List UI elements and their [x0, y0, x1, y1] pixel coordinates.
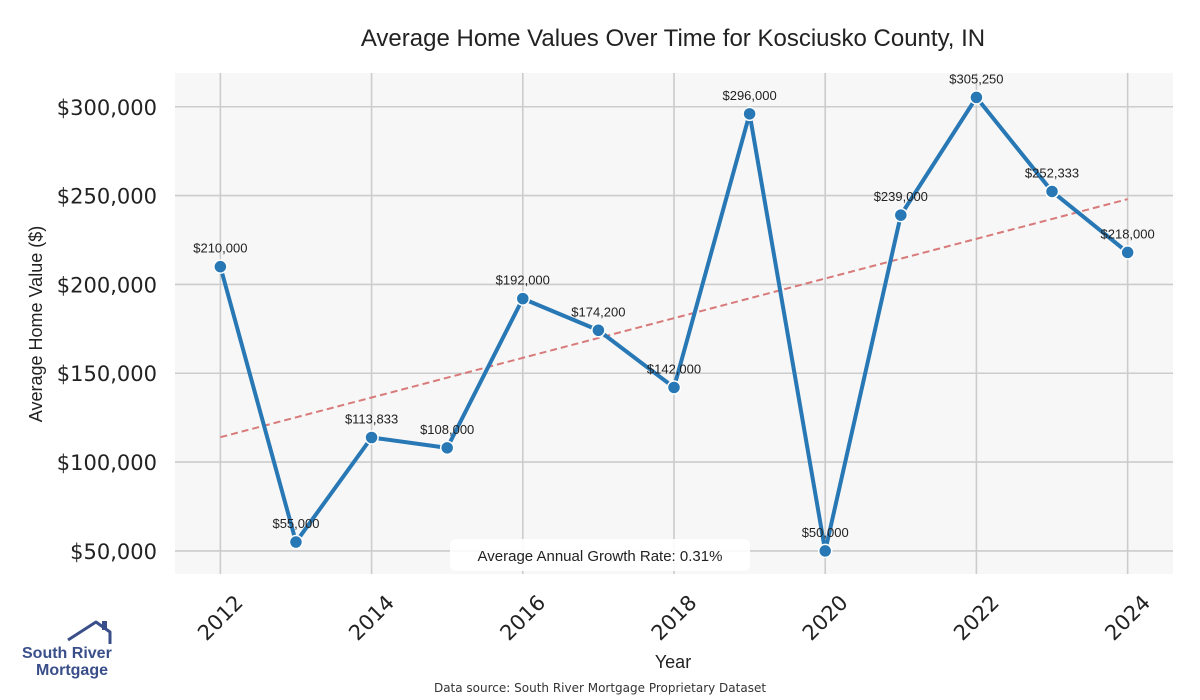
- gridlines: [175, 73, 1173, 574]
- data-point: [288, 534, 304, 550]
- data-point: [969, 90, 984, 105]
- data-label: $142,000: [647, 361, 701, 376]
- logo-line-2: Mortgage: [36, 662, 108, 679]
- data-label: $113,833: [345, 411, 398, 426]
- logo-line-1: South River: [22, 645, 112, 662]
- data-source-note: Data source: South River Mortgage Propri…: [433, 681, 767, 695]
- data-label: $210,000: [193, 241, 247, 256]
- x-tick-label: 2014: [344, 590, 399, 645]
- data-label: $218,000: [1101, 226, 1155, 241]
- data-label: $50,000: [802, 525, 849, 540]
- data-label: $108,000: [420, 422, 474, 437]
- y-tick-label: $100,000: [57, 451, 157, 475]
- data-point: [817, 543, 833, 559]
- trend-line: [220, 198, 1128, 439]
- data-label: $296,000: [722, 88, 776, 103]
- x-tick-label: 2024: [1100, 590, 1155, 645]
- growth-rate-annotation: Average Annual Growth Rate: 0.31%: [450, 539, 750, 571]
- y-axis-label: Average Home Value ($): [26, 226, 46, 422]
- data-series: [213, 90, 1135, 559]
- annotation-text: Average Annual Growth Rate: 0.31%: [478, 548, 723, 565]
- data-point: [666, 380, 682, 395]
- x-tick-label: 2020: [798, 590, 853, 645]
- y-tick-label: $50,000: [70, 540, 157, 564]
- data-label: $252,333: [1025, 165, 1079, 180]
- y-tick-label: $250,000: [57, 185, 157, 209]
- data-point: [742, 106, 757, 122]
- data-point: [591, 323, 606, 338]
- data-point: [515, 291, 531, 306]
- data-labels: $210,000 $55,000 $113,833 $108,000 $192,000 $…: [193, 71, 1155, 539]
- data-label: $239,000: [874, 189, 928, 204]
- y-tick-label: $150,000: [57, 362, 157, 386]
- data-label: $174,200: [571, 304, 625, 319]
- x-axis-label: Year: [655, 652, 691, 672]
- data-point: [1044, 184, 1060, 199]
- data-point: [893, 207, 909, 223]
- company-logo: South River Mortgage: [18, 618, 118, 688]
- data-point: [1120, 245, 1135, 260]
- x-tick-label: 2018: [647, 590, 702, 645]
- y-axis-ticks: $50,000 $100,000 $150,000 $200,000 $250,000 $…: [57, 96, 157, 564]
- data-point: [439, 440, 455, 456]
- y-tick-label: $300,000: [57, 96, 157, 120]
- chart-title: Average Home Values Over Time for Kosciu…: [361, 25, 985, 52]
- trendline: [220, 198, 1128, 439]
- data-label: $55,000: [272, 516, 319, 531]
- y-tick-label: $200,000: [57, 273, 157, 297]
- x-tick-label: 2012: [193, 590, 248, 645]
- data-point: [213, 259, 228, 274]
- x-tick-label: 2016: [495, 590, 550, 645]
- data-point: [364, 430, 379, 445]
- data-label: $192,000: [496, 273, 550, 288]
- data-label: $305,250: [949, 71, 1003, 86]
- house-roof-icon: [67, 620, 112, 644]
- x-axis-ticks: 2012 2014 2016 2018 2020 2022 2024: [193, 590, 1155, 645]
- x-tick-label: 2022: [949, 590, 1004, 645]
- annotation-box: [450, 539, 750, 571]
